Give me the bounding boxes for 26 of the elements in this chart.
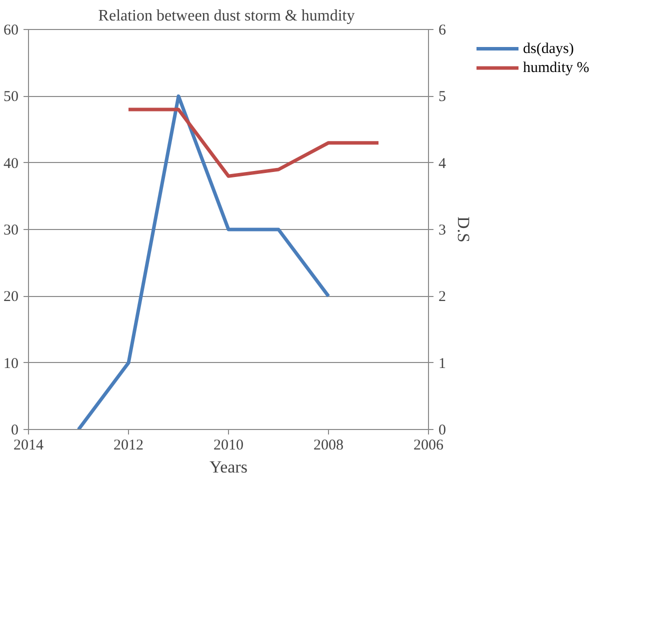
y2-tick-label: 3: [438, 222, 446, 238]
y2-tick-label: 2: [438, 289, 446, 306]
x-tick-label: 2014: [14, 438, 44, 454]
x-tick-label: 2012: [114, 438, 144, 454]
y2-tick-label: 6: [438, 22, 446, 38]
y2-tick-label: 4: [438, 156, 446, 172]
y2-tick-label: 0: [438, 422, 446, 438]
y2-tick-label: 5: [438, 89, 446, 106]
line-series: [76, 94, 330, 430]
y2-tick-label: 1: [438, 356, 446, 372]
legend-label: ds(days): [523, 40, 574, 57]
legend-label: humdity %: [523, 60, 590, 76]
y2-axis-title: D.S: [454, 216, 473, 242]
line-series: [126, 108, 380, 178]
x-tick-label: 2006: [414, 438, 444, 454]
y-tick-label: 0: [11, 422, 18, 438]
y-tick-label: 10: [4, 356, 18, 372]
y-tick-label: 20: [4, 289, 18, 306]
y-tick-label: 60: [4, 22, 18, 38]
x-axis-title: Years: [210, 458, 248, 476]
y-tick-label: 30: [4, 222, 18, 238]
chart-title: Relation between dust storm & humdity: [98, 8, 355, 24]
y-tick-label: 40: [4, 156, 18, 172]
x-tick-label: 2008: [314, 438, 344, 454]
y-tick-label: 50: [4, 89, 18, 106]
x-tick-label: 2010: [214, 438, 244, 454]
